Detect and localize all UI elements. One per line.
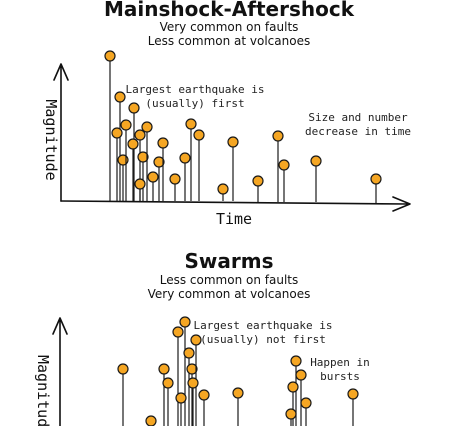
event-dot <box>172 326 184 338</box>
event-dot <box>153 156 165 168</box>
mainshock-title: Mainshock-Aftershock <box>104 0 355 21</box>
mainshock-note-largest-1: Largest earthquake is <box>125 83 264 96</box>
swarms-y-axis <box>52 317 68 426</box>
event-dot <box>185 118 197 130</box>
event-dot <box>134 129 146 141</box>
event-dot <box>111 127 123 139</box>
swarms-subtitle-1: Less common on faults <box>160 273 299 287</box>
swarms-title: Swarms <box>185 249 274 273</box>
mainshock-subtitle-1: Very common on faults <box>160 20 299 34</box>
event-dot <box>179 152 191 164</box>
event-dot <box>287 381 299 393</box>
event-dot <box>227 136 239 148</box>
event-dot <box>179 316 191 328</box>
event-dot <box>145 415 157 426</box>
event-dot <box>272 130 284 142</box>
event-dot <box>252 175 264 187</box>
event-dot <box>187 377 199 389</box>
mainshock-y-axis <box>53 63 69 202</box>
event-dot <box>183 347 195 359</box>
event-dot <box>186 363 198 375</box>
event-dot <box>120 119 132 131</box>
swarms-note-bursts-1: Happen in <box>310 356 370 369</box>
mainshock-y-label: Magnitude <box>42 99 60 180</box>
mainshock-x-axis <box>60 196 411 212</box>
event-dot <box>141 121 153 133</box>
event-dot <box>137 151 149 163</box>
mainshock-events <box>104 50 382 203</box>
swarms-y-label: Magnitude <box>34 355 52 426</box>
event-dot <box>147 171 159 183</box>
mainshock-note-largest-2: (usually) first <box>145 97 244 110</box>
swarms-events <box>117 316 359 426</box>
event-dot <box>162 377 174 389</box>
event-dot <box>217 183 229 195</box>
event-dot <box>290 355 302 367</box>
event-dot <box>169 173 181 185</box>
mainshock-note-size-2: decrease in time <box>305 125 411 138</box>
event-dot <box>190 334 202 346</box>
event-dot <box>104 50 116 62</box>
event-dot <box>157 137 169 149</box>
event-dot <box>278 159 290 171</box>
event-dot <box>232 387 244 399</box>
event-dot <box>114 91 126 103</box>
event-dot <box>158 363 170 375</box>
event-dot <box>193 129 205 141</box>
event-dot <box>370 173 382 185</box>
event-dot <box>285 408 297 420</box>
event-dot <box>198 389 210 401</box>
event-dot <box>134 178 146 190</box>
mainshock-note-size-1: Size and number <box>308 111 408 124</box>
event-dot <box>117 363 129 375</box>
event-dot <box>310 155 322 167</box>
event-dot <box>128 102 140 114</box>
event-dot <box>175 392 187 404</box>
swarms-note-bursts-2: bursts <box>320 370 360 383</box>
event-dot <box>295 369 307 381</box>
swarms-subtitle-2: Very common at volcanoes <box>148 287 311 301</box>
swarms-note-largest-1: Largest earthquake is <box>193 319 332 332</box>
event-dot <box>127 138 139 150</box>
event-dot <box>347 388 359 400</box>
mainshock-x-label: Time <box>216 210 252 228</box>
event-dot <box>300 397 312 409</box>
swarms-note-largest-2: (usually) not first <box>200 333 326 346</box>
mainshock-subtitle-2: Less common at volcanoes <box>148 34 310 48</box>
